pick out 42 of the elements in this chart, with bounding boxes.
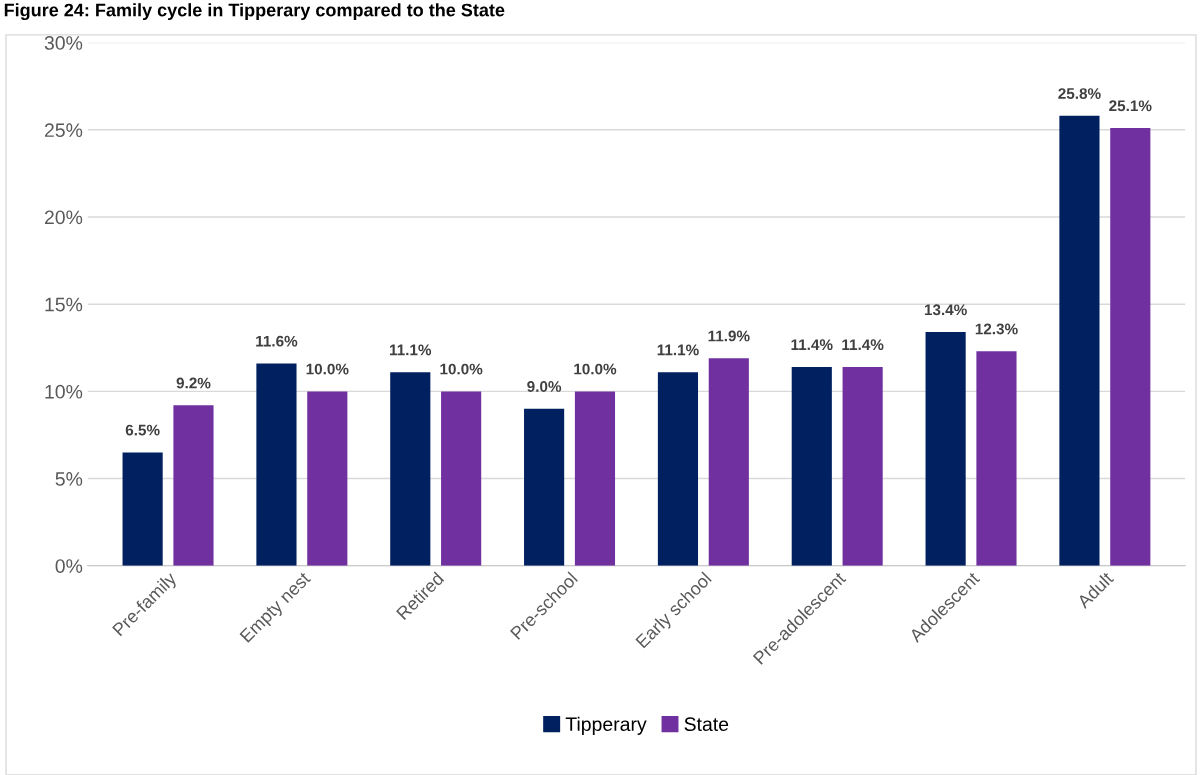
data-label: 13.4% bbox=[924, 304, 967, 316]
data-label: 9.2% bbox=[176, 377, 211, 389]
data-label: 10.0% bbox=[440, 363, 483, 375]
y-tick-label: 20% bbox=[44, 210, 83, 225]
data-label: 11.9% bbox=[708, 330, 750, 342]
y-tick-label: 5% bbox=[55, 472, 83, 486]
y-tick-label: 15% bbox=[45, 297, 83, 312]
y-tick-label: 0% bbox=[55, 559, 83, 573]
bar bbox=[842, 366, 883, 566]
data-label: 6.5% bbox=[125, 424, 160, 436]
bar bbox=[122, 452, 163, 566]
y-tick-label: 10% bbox=[45, 384, 83, 399]
legend-label: State bbox=[684, 717, 729, 732]
bar bbox=[1059, 115, 1100, 566]
bar bbox=[256, 363, 297, 566]
bar bbox=[708, 358, 749, 566]
data-label: 25.1% bbox=[1109, 100, 1152, 112]
bar bbox=[307, 391, 348, 566]
y-tick-label: 30% bbox=[44, 36, 83, 50]
chart-title: Figure 24: Family cycle in Tipperary compared to the State bbox=[4, 3, 505, 21]
legend-label: Tipperary bbox=[565, 716, 647, 735]
y-tick-label: 25% bbox=[44, 123, 83, 138]
bar bbox=[390, 372, 431, 566]
data-label: 10.0% bbox=[574, 363, 617, 375]
data-label: 11.1% bbox=[657, 344, 699, 356]
bar bbox=[791, 366, 832, 566]
data-label: 9.0% bbox=[527, 381, 562, 392]
bar bbox=[441, 391, 482, 566]
data-label: 11.6% bbox=[256, 335, 298, 347]
data-label: 25.8% bbox=[1058, 88, 1101, 99]
data-label: 11.4% bbox=[842, 339, 884, 351]
bar bbox=[524, 408, 565, 566]
bar bbox=[657, 372, 699, 566]
data-label: 10.0% bbox=[306, 363, 349, 375]
data-label: 12.3% bbox=[975, 323, 1018, 335]
data-label: 11.1% bbox=[390, 344, 432, 356]
bar bbox=[574, 391, 616, 566]
bar bbox=[925, 332, 966, 566]
bar bbox=[976, 351, 1017, 566]
data-label: 11.4% bbox=[791, 339, 833, 351]
bar bbox=[173, 405, 214, 566]
bar bbox=[1110, 128, 1151, 566]
